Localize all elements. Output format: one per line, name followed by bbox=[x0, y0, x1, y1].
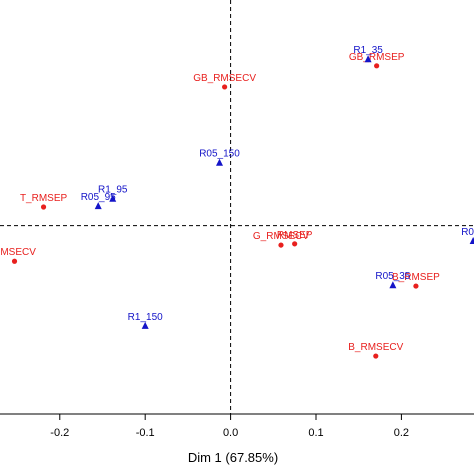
data-point-triangle bbox=[94, 202, 102, 210]
data-point-circle bbox=[222, 84, 228, 90]
data-point-label: R05_95 bbox=[81, 192, 116, 203]
data-point-triangle bbox=[469, 236, 474, 244]
reference-lines bbox=[0, 0, 474, 414]
data-point-label: G_RMSECV bbox=[253, 231, 309, 242]
data-point-label: R1_150 bbox=[128, 312, 163, 323]
data-point-label: RMSEP bbox=[277, 230, 313, 241]
data-point-triangle bbox=[215, 158, 223, 166]
x-axis: -0.2 -0.1 0.0 0.1 0.2 bbox=[0, 413, 474, 439]
data-point-label: B_RMSECV bbox=[348, 342, 403, 353]
data-point-label: R05_35 bbox=[375, 271, 410, 282]
data-point-circle bbox=[373, 353, 379, 359]
data-point-circle bbox=[40, 204, 47, 210]
x-tick-label: -0.2 bbox=[50, 427, 69, 439]
data-point-label: B_RMSEP bbox=[392, 272, 440, 283]
data-point-triangle bbox=[389, 281, 397, 289]
data-point-circle bbox=[413, 283, 419, 289]
data-point-circle bbox=[11, 258, 18, 264]
data-point-triangle bbox=[364, 55, 372, 63]
data-points: GB_RMSECV GB_RMSEP T_RMSEP RMSECV G_RMSECVRM… bbox=[0, 45, 474, 359]
data-point-triangle bbox=[141, 321, 149, 329]
data-point-circle bbox=[374, 63, 380, 69]
x-tick-label: 0.1 bbox=[308, 427, 323, 439]
x-tick-label: -0.1 bbox=[136, 427, 155, 439]
data-point-label: T_RMSEP bbox=[20, 193, 68, 204]
data-point-label: R1_95 bbox=[98, 185, 128, 196]
data-point-triangle bbox=[109, 194, 117, 202]
x-tick-label: 0.0 bbox=[223, 427, 238, 439]
data-point-circle bbox=[278, 242, 284, 248]
data-point-label: R05_ bbox=[461, 227, 474, 238]
data-point-circle bbox=[292, 241, 298, 247]
x-axis-label: Dim 1 (67.85%) bbox=[188, 450, 278, 465]
x-tick-label: 0.2 bbox=[394, 427, 409, 439]
data-point-label: R1_35 bbox=[353, 45, 383, 56]
data-point-label: GB_RMSECV bbox=[193, 73, 256, 84]
data-point-label: RMSECV bbox=[0, 247, 36, 258]
data-point-label: R05_150 bbox=[199, 149, 240, 160]
data-point-label: GB_RMSEP bbox=[349, 52, 405, 63]
